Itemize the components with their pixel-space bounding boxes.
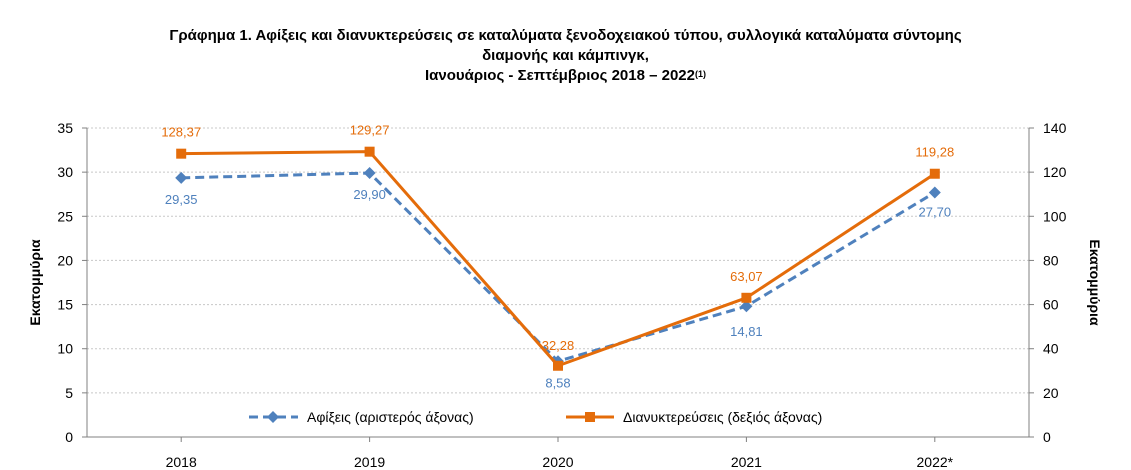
left-axis-tick-label: 5: [65, 385, 73, 401]
legend-marker-right: [585, 412, 595, 422]
left-axis-tick-label: 15: [57, 297, 73, 313]
right-axis-tick-label: 120: [1043, 164, 1067, 180]
right-axis-tick-label: 80: [1043, 252, 1059, 268]
data-label-right: 32,28: [542, 338, 575, 353]
legend-label-left: Αφίξεις (αριστερός άξονας): [307, 409, 474, 425]
legend-label-right: Διανυκτερεύσεις (δεξιός άξονας): [623, 409, 822, 425]
footnote-marker: (1): [694, 69, 706, 79]
right-axis-tick-label: 100: [1043, 208, 1067, 224]
left-axis-tick-label: 35: [57, 120, 73, 136]
left-axis-tick-label: 25: [57, 208, 73, 224]
x-axis-tick-label: 2022*: [917, 454, 954, 470]
data-labels: 29,35 29,90 8,58 14,81 27,70 128,37 129,27 32,2…: [161, 123, 954, 391]
data-point-right: [741, 292, 752, 303]
left-axis-title: Εκατομμύρια: [27, 239, 43, 326]
right-axis-tick-label: 60: [1043, 297, 1059, 313]
data-label-left: 27,70: [919, 204, 952, 219]
data-point-left: [740, 300, 753, 313]
chart-title-line3-text: Ιανουάριος - Σεπτέμβριος 2018 – 2022: [425, 67, 695, 84]
data-label-right: 129,27: [350, 123, 390, 138]
data-point-left: [928, 186, 941, 199]
data-label-left: 29,35: [165, 192, 198, 207]
series-line-left: [181, 171, 936, 363]
legend: Αφίξεις (αριστερός άξονας) Διανυκτερεύσει…: [249, 409, 822, 425]
data-point-right: [364, 146, 375, 157]
data-label-left: 14,81: [730, 324, 763, 339]
chart-title: Γράφημα 1. Αφίξεις και διανυκτερεύσεις σ…: [0, 26, 1131, 86]
right-axis-tick-label: 140: [1043, 120, 1067, 136]
data-point-left: [175, 171, 188, 184]
axes: 0 5 10 15 20 25 30 35 0 20 40 60 80 100 120 140 2018 2019…: [27, 120, 1103, 470]
gridlines: [87, 127, 1029, 394]
x-axis-tick-label: 2020: [542, 454, 573, 470]
data-label-right: 119,28: [915, 145, 954, 160]
data-point-right: [929, 168, 940, 179]
x-axis-tick-label: 2021: [731, 454, 762, 470]
legend-marker-left: [267, 411, 279, 423]
left-axis-tick-label: 20: [57, 252, 73, 268]
data-point-left: [363, 167, 376, 180]
series: [175, 146, 941, 371]
x-axis-tick-label: 2019: [354, 454, 385, 470]
data-label-left: 29,90: [353, 187, 386, 202]
x-axis-tick-label: 2018: [166, 454, 197, 470]
data-point-right: [176, 148, 187, 159]
right-axis-tick-label: 20: [1043, 385, 1059, 401]
chart-title-line3: Ιανουάριος - Σεπτέμβριος 2018 – 2022(1): [0, 66, 1131, 86]
data-point-right: [553, 360, 563, 371]
chart-title-line1: Γράφημα 1. Αφίξεις και διανυκτερεύσεις σ…: [169, 27, 962, 44]
left-axis-tick-label: 30: [57, 164, 73, 180]
data-label-right: 63,07: [730, 269, 763, 284]
left-axis-tick-label: 10: [57, 341, 73, 357]
right-axis-title: Εκατομμύρια: [1087, 239, 1103, 326]
data-label-left: 8,58: [545, 375, 570, 390]
chart-title-line2: διαμονής και κάμπινγκ,: [482, 47, 649, 64]
series-line-right: [181, 150, 936, 368]
left-axis-tick-label: 0: [65, 429, 73, 445]
right-axis-tick-label: 40: [1043, 341, 1059, 357]
right-axis-tick-label: 0: [1043, 429, 1051, 445]
data-label-right: 128,37: [161, 125, 201, 140]
